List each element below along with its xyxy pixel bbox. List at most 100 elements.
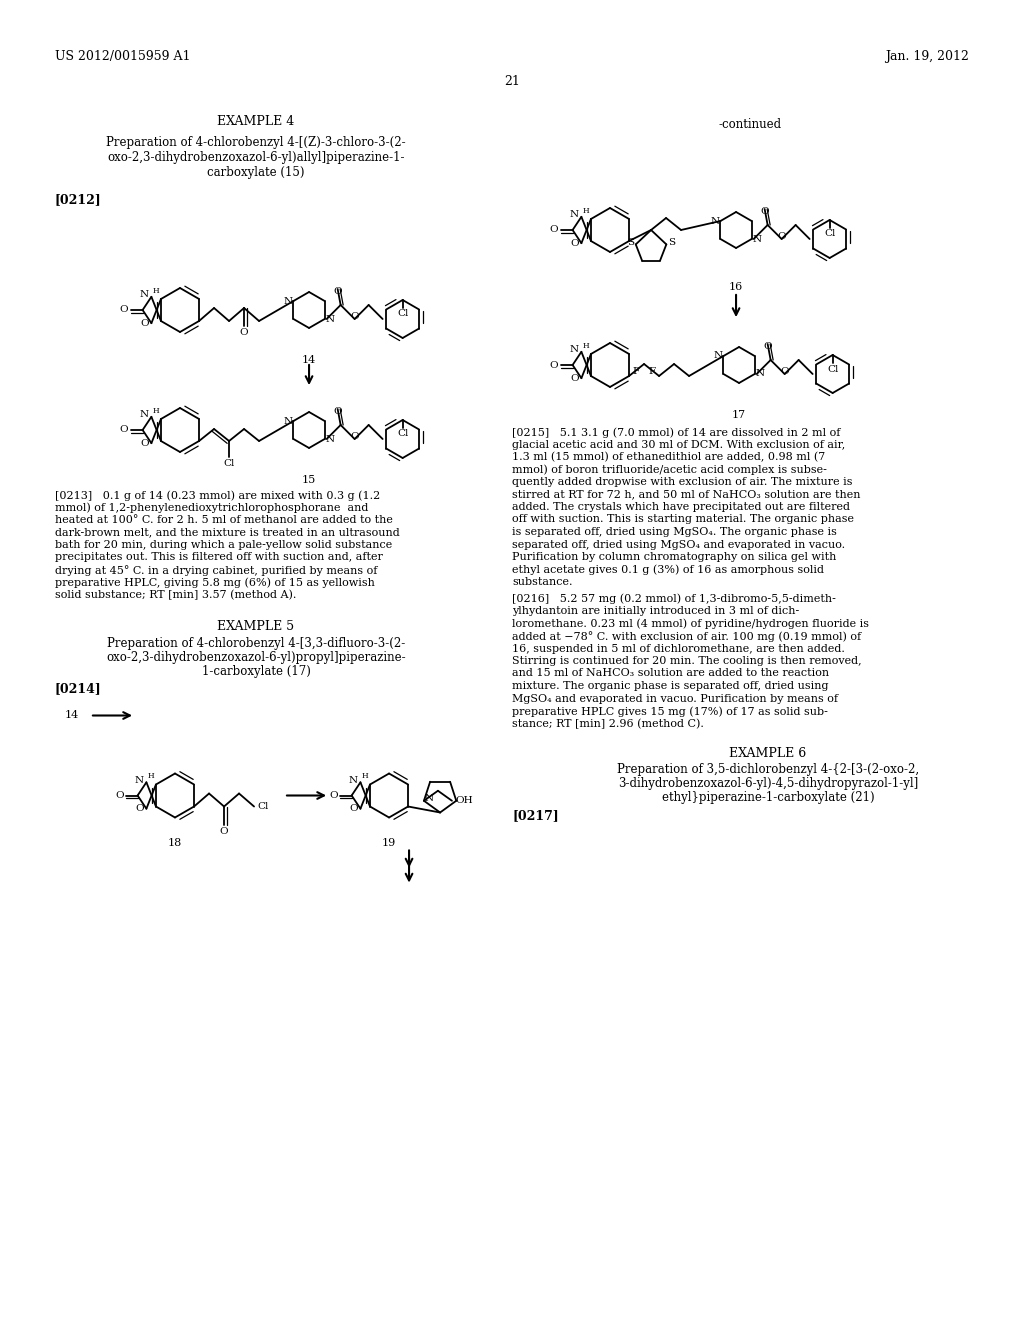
Text: 1-carboxylate (17): 1-carboxylate (17): [202, 664, 310, 677]
Text: 16: 16: [729, 282, 743, 292]
Text: N: N: [326, 434, 335, 444]
Text: O: O: [140, 318, 150, 327]
Text: 3-dihydrobenzoxazol-6-yl)-4,5-dihydropyrazol-1-yl]: 3-dihydrobenzoxazol-6-yl)-4,5-dihydropyr…: [617, 777, 919, 789]
Text: F: F: [648, 367, 655, 376]
Text: carboxylate (15): carboxylate (15): [207, 166, 305, 180]
Text: Preparation of 3,5-dichlorobenzyl 4-{2-[3-(2-oxo-2,: Preparation of 3,5-dichlorobenzyl 4-{2-[…: [616, 763, 920, 776]
Text: O: O: [763, 342, 772, 351]
Text: O: O: [777, 232, 786, 242]
Text: 15: 15: [302, 475, 316, 484]
Text: H: H: [153, 286, 159, 294]
Text: S: S: [627, 238, 634, 247]
Text: 1.3 ml (15 mmol) of ethanedithiol are added, 0.98 ml (7: 1.3 ml (15 mmol) of ethanedithiol are ad…: [512, 451, 825, 462]
Text: Stirring is continued for 20 min. The cooling is then removed,: Stirring is continued for 20 min. The co…: [512, 656, 861, 667]
Text: O: O: [220, 826, 228, 836]
Text: added. The crystals which have precipitated out are filtered: added. The crystals which have precipita…: [512, 502, 850, 512]
Text: S: S: [669, 238, 676, 247]
Text: N: N: [284, 297, 293, 305]
Text: Preparation of 4-chlorobenzyl 4-[(Z)-3-chloro-3-(2-: Preparation of 4-chlorobenzyl 4-[(Z)-3-c…: [106, 136, 406, 149]
Text: separated off, dried using MgSO₄ and evaporated in vacuo.: separated off, dried using MgSO₄ and eva…: [512, 540, 845, 549]
Text: and 15 ml of NaHCO₃ solution are added to the reaction: and 15 ml of NaHCO₃ solution are added t…: [512, 668, 829, 678]
Text: N: N: [569, 346, 579, 354]
Text: N: N: [348, 776, 357, 785]
Text: O: O: [570, 374, 580, 383]
Text: O: O: [761, 207, 769, 216]
Text: O: O: [140, 438, 150, 447]
Text: O: O: [550, 360, 558, 370]
Text: [0214]: [0214]: [55, 682, 101, 696]
Text: N: N: [139, 411, 148, 420]
Text: preparative HPLC, giving 5.8 mg (6%) of 15 as yellowish: preparative HPLC, giving 5.8 mg (6%) of …: [55, 578, 375, 589]
Text: O: O: [334, 286, 342, 296]
Text: Purification by column chromatography on silica gel with: Purification by column chromatography on…: [512, 552, 837, 562]
Text: N: N: [134, 776, 143, 785]
Text: [0217]: [0217]: [512, 809, 559, 822]
Text: 16, suspended in 5 ml of dichloromethane, are then added.: 16, suspended in 5 ml of dichloromethane…: [512, 644, 845, 653]
Text: stirred at RT for 72 h, and 50 ml of NaHCO₃ solution are then: stirred at RT for 72 h, and 50 ml of NaH…: [512, 490, 860, 499]
Text: glacial acetic acid and 30 ml of DCM. With exclusion of air,: glacial acetic acid and 30 ml of DCM. Wi…: [512, 440, 845, 450]
Text: mixture. The organic phase is separated off, dried using: mixture. The organic phase is separated …: [512, 681, 828, 690]
Text: mmol) of boron trifluoride/acetic acid complex is subse-: mmol) of boron trifluoride/acetic acid c…: [512, 465, 826, 475]
Text: EXAMPLE 6: EXAMPLE 6: [729, 747, 807, 760]
Text: O: O: [780, 367, 788, 376]
Text: N: N: [714, 351, 723, 360]
Text: stance; RT [min] 2.96 (method C).: stance; RT [min] 2.96 (method C).: [512, 718, 703, 729]
Text: 17: 17: [732, 411, 746, 420]
Text: O: O: [329, 791, 338, 800]
Text: loromethane. 0.23 ml (4 mmol) of pyridine/hydrogen fluoride is: loromethane. 0.23 ml (4 mmol) of pyridin…: [512, 619, 869, 630]
Text: O: O: [136, 804, 144, 813]
Text: N: N: [425, 795, 434, 804]
Text: heated at 100° C. for 2 h. 5 ml of methanol are added to the: heated at 100° C. for 2 h. 5 ml of metha…: [55, 515, 393, 525]
Text: 14: 14: [65, 710, 79, 721]
Text: added at −78° C. with exclusion of air. 100 mg (0.19 mmol) of: added at −78° C. with exclusion of air. …: [512, 631, 861, 642]
Text: 21: 21: [504, 75, 520, 88]
Text: ethyl acetate gives 0.1 g (3%) of 16 as amorphous solid: ethyl acetate gives 0.1 g (3%) of 16 as …: [512, 565, 824, 576]
Text: off with suction. This is starting material. The organic phase: off with suction. This is starting mater…: [512, 515, 854, 524]
Text: bath for 20 min, during which a pale-yellow solid substance: bath for 20 min, during which a pale-yel…: [55, 540, 392, 550]
Text: H: H: [583, 342, 589, 350]
Text: H: H: [361, 772, 368, 780]
Text: oxo-2,3-dihydrobenzoxazol-6-yl)propyl]piperazine-: oxo-2,3-dihydrobenzoxazol-6-yl)propyl]pi…: [106, 651, 406, 664]
Text: Cl: Cl: [223, 459, 234, 469]
Text: O: O: [350, 432, 359, 441]
Text: N: N: [569, 210, 579, 219]
Text: O: O: [550, 226, 558, 235]
Text: EXAMPLE 5: EXAMPLE 5: [217, 620, 295, 634]
Text: 14: 14: [302, 355, 316, 366]
Text: drying at 45° C. in a drying cabinet, purified by means of: drying at 45° C. in a drying cabinet, pu…: [55, 565, 378, 576]
Text: 18: 18: [168, 837, 182, 847]
Text: N: N: [139, 290, 148, 300]
Text: 19: 19: [382, 837, 396, 847]
Text: F: F: [633, 367, 640, 376]
Text: [0215]   5.1 3.1 g (7.0 mmol) of 14 are dissolved in 2 ml of: [0215] 5.1 3.1 g (7.0 mmol) of 14 are di…: [512, 426, 841, 437]
Text: H: H: [583, 207, 589, 215]
Text: MgSO₄ and evaporated in vacuo. Purification by means of: MgSO₄ and evaporated in vacuo. Purificat…: [512, 693, 838, 704]
Text: O: O: [120, 305, 128, 314]
Text: Jan. 19, 2012: Jan. 19, 2012: [885, 50, 969, 63]
Text: preparative HPLC gives 15 mg (17%) of 17 as solid sub-: preparative HPLC gives 15 mg (17%) of 17…: [512, 706, 827, 717]
Text: [0212]: [0212]: [55, 193, 101, 206]
Text: substance.: substance.: [512, 577, 572, 587]
Text: N: N: [284, 417, 293, 425]
Text: is separated off, dried using MgSO₄. The organic phase is: is separated off, dried using MgSO₄. The…: [512, 527, 837, 537]
Text: precipitates out. This is filtered off with suction and, after: precipitates out. This is filtered off w…: [55, 553, 383, 562]
Text: Cl: Cl: [397, 309, 409, 318]
Text: mmol) of 1,2-phenylenedioxytrichlorophosphorane  and: mmol) of 1,2-phenylenedioxytrichlorophos…: [55, 503, 369, 513]
Text: ethyl}piperazine-1-carboxylate (21): ethyl}piperazine-1-carboxylate (21): [662, 791, 874, 804]
Text: O: O: [334, 407, 342, 416]
Text: Cl: Cl: [257, 803, 268, 810]
Text: EXAMPLE 4: EXAMPLE 4: [217, 115, 295, 128]
Text: Preparation of 4-chlorobenzyl 4-[3,3-difluoro-3-(2-: Preparation of 4-chlorobenzyl 4-[3,3-dif…: [106, 636, 406, 649]
Text: H: H: [147, 772, 154, 780]
Text: O: O: [115, 791, 124, 800]
Text: solid substance; RT [min] 3.57 (method A).: solid substance; RT [min] 3.57 (method A…: [55, 590, 296, 601]
Text: O: O: [350, 804, 358, 813]
Text: O: O: [240, 327, 249, 337]
Text: dark-brown melt, and the mixture is treated in an ultrasound: dark-brown melt, and the mixture is trea…: [55, 528, 399, 537]
Text: O: O: [570, 239, 580, 248]
Text: OH: OH: [455, 796, 472, 805]
Text: -continued: -continued: [719, 117, 781, 131]
Text: N: N: [753, 235, 762, 243]
Text: Cl: Cl: [824, 230, 836, 239]
Text: [0216]   5.2 57 mg (0.2 mmol) of 1,3-dibromo-5,5-dimeth-: [0216] 5.2 57 mg (0.2 mmol) of 1,3-dibro…: [512, 594, 836, 605]
